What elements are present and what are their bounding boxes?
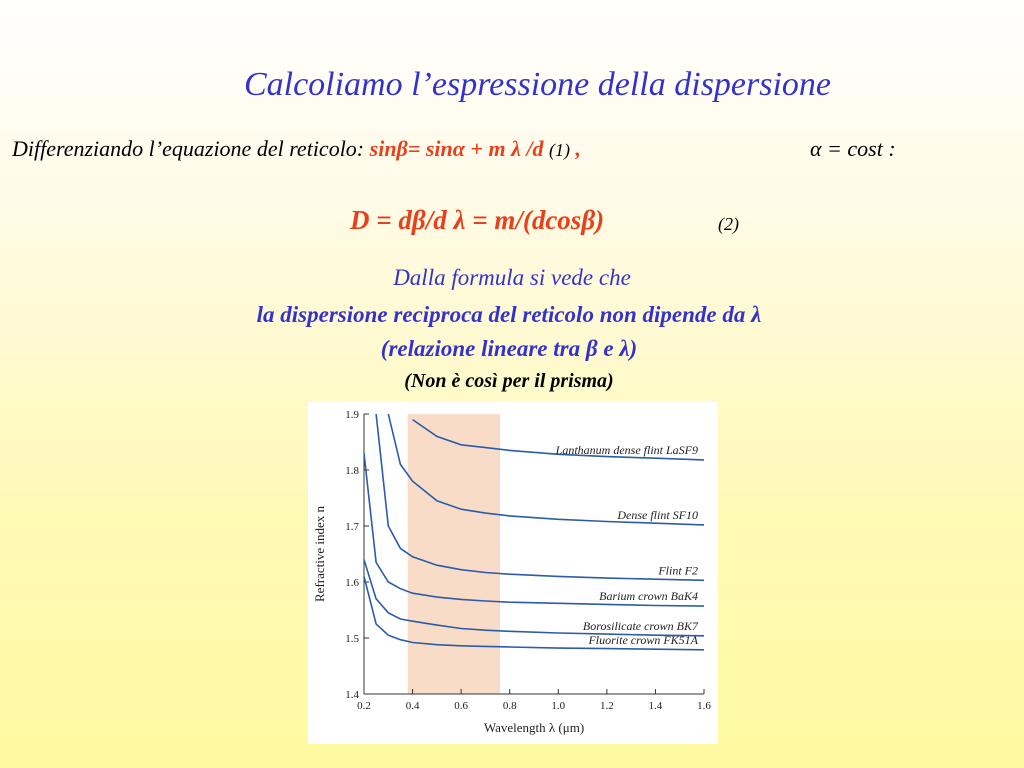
series-line-1 bbox=[387, 414, 704, 526]
series-line-4 bbox=[364, 559, 704, 637]
chart-svg: 0.2 0.4 0.6 0.8 1.0 1.2 1.4 1.6 1.4 1.5 1.6 1.7 1.8 1… bbox=[312, 409, 711, 735]
y-tick-label-4: 1.8 bbox=[345, 465, 359, 477]
series-line-5 bbox=[364, 576, 704, 651]
x-tick-label-1: 0.4 bbox=[406, 700, 420, 712]
series-label-4: Borosilicate crown BK7 bbox=[583, 619, 699, 633]
refractive-index-chart: 0.2 0.4 0.6 0.8 1.0 1.2 1.4 1.6 1.4 1.5 1.6 1.7 1.8 1… bbox=[308, 402, 718, 744]
text-line-1: Dalla formula si vede che bbox=[393, 265, 631, 290]
y-tick-label-5: 1.9 bbox=[345, 409, 359, 421]
x-tick-label-7: 1.6 bbox=[697, 700, 711, 712]
text-line-4: (Non è così per il prisma) bbox=[404, 370, 614, 392]
differentiation-line: Differenziando l’equazione del reticolo:… bbox=[12, 136, 581, 162]
series-label-2: Flint F2 bbox=[657, 563, 698, 577]
series-label-5: Fluorite crown FK51A bbox=[587, 633, 698, 647]
y-tick-label-1: 1.5 bbox=[345, 633, 359, 645]
dispersion-equation: D = dβ/d λ = m/(dcosβ) bbox=[350, 205, 605, 235]
x-tick-label-4: 1.0 bbox=[551, 700, 565, 712]
series-line-2 bbox=[375, 414, 704, 582]
differentiation-intro: Differenziando l’equazione del reticolo: bbox=[12, 136, 370, 161]
y-axis-label: Refractive index n bbox=[312, 505, 327, 602]
x-tick-label-5: 1.2 bbox=[600, 700, 614, 712]
series-line-0 bbox=[412, 418, 704, 461]
y-tick-label-2: 1.6 bbox=[345, 577, 359, 589]
x-tick-label-3: 0.8 bbox=[503, 700, 517, 712]
series-line-3 bbox=[364, 453, 704, 607]
x-axis-label: Wavelength λ (μm) bbox=[484, 720, 584, 735]
series-label-3: Barium crown BaK4 bbox=[599, 589, 698, 603]
text-line-3: (relazione lineare tra β e λ) bbox=[380, 336, 638, 361]
text-line-2: la dispersione reciproca del reticolo no… bbox=[256, 302, 762, 327]
equation-comma: , bbox=[569, 136, 581, 161]
y-tick-label-0: 1.4 bbox=[345, 689, 359, 701]
slide-title: Calcoliamo l’espressione della dispersio… bbox=[243, 66, 832, 103]
x-tick-label-0: 0.2 bbox=[357, 700, 371, 712]
grating-equation: sinβ= sinα + m λ /d bbox=[369, 136, 544, 161]
visible-band bbox=[407, 414, 500, 694]
x-tick-label-2: 0.6 bbox=[454, 700, 468, 712]
equation-number-1: (1) bbox=[548, 140, 570, 160]
equation-number-2: (2) bbox=[718, 214, 739, 234]
series-label-1: Dense flint SF10 bbox=[616, 508, 698, 522]
series-label-0: Lanthanum dense flint LaSF9 bbox=[555, 443, 698, 457]
x-tick-label-6: 1.4 bbox=[649, 700, 663, 712]
alpha-constant-condition: α = cost : bbox=[810, 136, 896, 161]
y-tick-label-3: 1.7 bbox=[345, 521, 359, 533]
